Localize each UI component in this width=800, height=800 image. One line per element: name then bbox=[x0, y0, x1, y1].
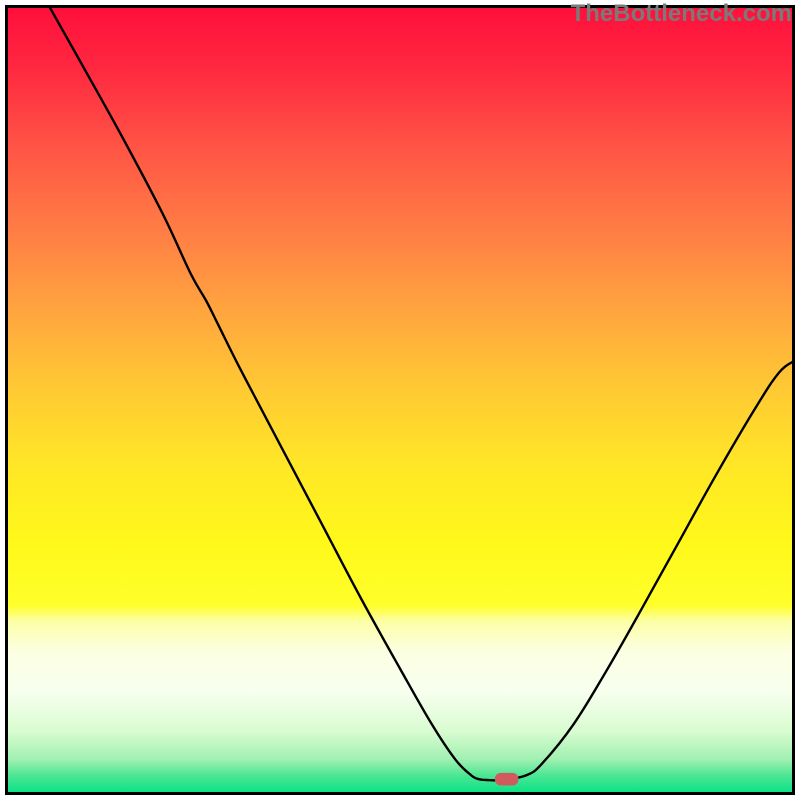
chart-background bbox=[5, 5, 795, 795]
watermark-text: TheBottleneck.com bbox=[571, 0, 792, 28]
optimal-marker bbox=[495, 773, 519, 786]
bottleneck-chart: TheBottleneck.com bbox=[0, 0, 800, 800]
chart-svg bbox=[0, 0, 800, 800]
